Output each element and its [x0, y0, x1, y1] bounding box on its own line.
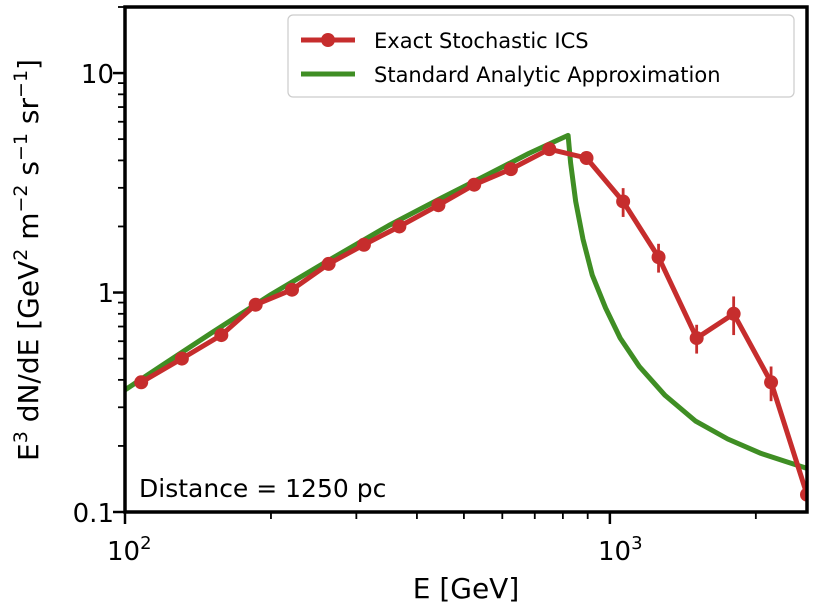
major-ticks	[113, 71, 612, 524]
data-point-2	[214, 328, 229, 343]
data-point-3	[248, 297, 263, 312]
data-point-16	[726, 306, 741, 321]
legend-label-analytic: Standard Analytic Approximation	[374, 63, 721, 87]
data-point-5	[321, 256, 336, 271]
data-point-13	[616, 194, 631, 209]
data-point-4	[284, 282, 299, 297]
y-label-part-gev: dN/dE [GeV	[12, 261, 45, 431]
data-point-7	[392, 219, 407, 234]
data-point-14	[651, 250, 666, 265]
y-label-sup-m1b: −1	[10, 70, 32, 98]
plot-frame	[123, 5, 809, 514]
distance-annotation: Distance = 1250 pc	[139, 474, 386, 503]
y-label-sup-3: 3	[10, 431, 32, 443]
legend-label-stochastic: Exact Stochastic ICS	[374, 29, 589, 53]
data-point-6	[356, 237, 371, 252]
legend: Exact Stochastic ICS Standard Analytic A…	[287, 14, 795, 98]
y-label-part-s: s	[12, 161, 45, 185]
y-label-sup-m2: −2	[10, 184, 32, 212]
y-tick-label-1: 1	[97, 279, 114, 309]
series-line-stochastic	[139, 146, 807, 496]
data-point-15	[689, 331, 704, 346]
data-point-11	[542, 142, 557, 157]
x-tick-100-base: 10	[107, 537, 140, 567]
data-point-17	[764, 375, 779, 390]
x-axis-label: E [GeV]	[413, 572, 520, 605]
legend-box	[287, 14, 795, 98]
y-label-part-sr: sr	[12, 97, 45, 132]
y-tick-label-0-1: 0.1	[73, 499, 114, 529]
y-label-part-e: E	[12, 443, 45, 461]
y-label-sup-m1a: −1	[10, 133, 32, 161]
y-label-part-m: m	[12, 212, 45, 248]
y-label-sup-2: 2	[10, 249, 32, 261]
legend-marker-stochastic	[321, 33, 335, 47]
data-point-8	[431, 198, 446, 213]
x-tick-label-100: 102	[107, 533, 152, 567]
data-point-9	[467, 177, 482, 192]
data-point-1	[174, 351, 189, 366]
data-point-12	[579, 151, 594, 166]
x-tick-100-exp: 2	[140, 533, 151, 554]
y-tick-label-10: 10	[81, 60, 114, 90]
data-point-0	[134, 375, 149, 390]
data-point-10	[503, 162, 518, 177]
y-axis-label: E3 dN/dE [GeV2 m−2 s−1 sr−1]	[10, 59, 45, 461]
x-tick-label-1000: 103	[598, 533, 643, 567]
x-tick-1000-base: 10	[598, 537, 631, 567]
y-label-part-close: ]	[12, 59, 45, 70]
x-tick-1000-exp: 3	[631, 533, 642, 554]
series-line-analytic	[125, 132, 807, 471]
